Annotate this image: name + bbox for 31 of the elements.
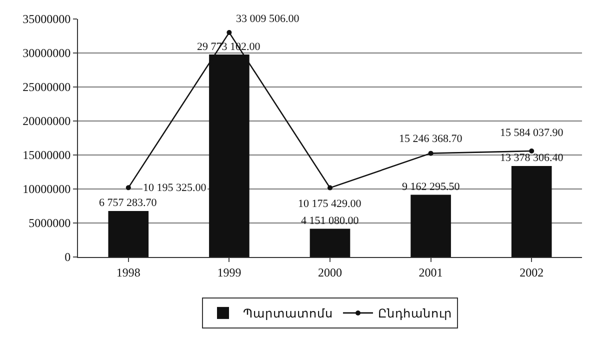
point [529, 148, 534, 154]
data-label: 15 584 037.90 [500, 127, 564, 139]
bar [511, 166, 552, 257]
legend-label: Ընդհանուր [378, 306, 452, 321]
bar [410, 194, 451, 257]
point [226, 30, 232, 36]
x-tick-label: 1998 [116, 265, 140, 280]
bar [108, 211, 149, 257]
point [328, 185, 332, 190]
x-tick-label: 1999 [217, 265, 242, 280]
x-tick-label: 2001 [418, 265, 443, 280]
bar [310, 228, 350, 257]
data-label: 15 246 368.70 [399, 133, 463, 145]
x-tick-label: 2000 [318, 265, 342, 280]
data-label: 10 175 429.00 [298, 198, 362, 210]
point [126, 185, 131, 190]
data-label: 33 009 506.00 [236, 13, 300, 25]
y-tick-label: 15000000 [22, 148, 71, 162]
data-label: 10 195 325.00 [143, 182, 207, 194]
y-tick-label: 10000000 [22, 182, 71, 196]
y-tick-label: 30000000 [22, 46, 71, 60]
y-tick-label: 5000000 [28, 216, 71, 230]
y-tick-label: 20000000 [22, 114, 71, 128]
data-label: 6 757 283.70 [99, 197, 158, 209]
y-tick-label: 25000000 [22, 80, 71, 94]
point [428, 150, 434, 156]
y-tick-label: 0 [64, 250, 71, 264]
legend-label: Պարտատոմս [243, 306, 333, 321]
y-tick-label: 35000000 [22, 12, 71, 26]
x-tick-label: 2002 [520, 265, 544, 280]
data-label: 13 378 306.40 [500, 152, 564, 164]
